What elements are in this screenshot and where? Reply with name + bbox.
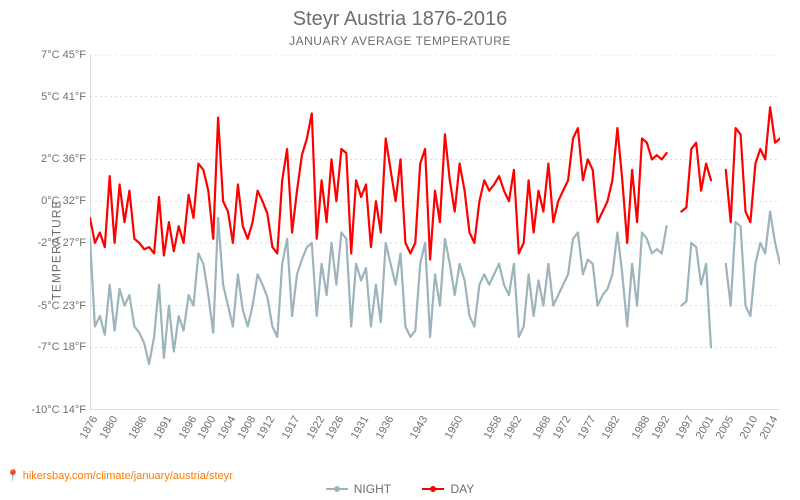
y-tick: -5°C 23°F: [0, 300, 86, 312]
legend-label-night: NIGHT: [354, 482, 391, 496]
y-tick: -2°C 27°F: [0, 237, 86, 249]
chart-subtitle: JANUARY AVERAGE TEMPERATURE: [0, 34, 800, 48]
y-tick: 5°C 41°F: [0, 91, 86, 103]
legend-swatch-night: [326, 488, 348, 490]
temperature-chart: Steyr Austria 1876-2016 JANUARY AVERAGE …: [0, 0, 800, 500]
legend: NIGHT DAY: [0, 479, 800, 496]
y-tick: -7°C 18°F: [0, 341, 86, 353]
y-tick: 0°C 32°F: [0, 195, 86, 207]
y-axis-label: TEMPERATURE: [49, 200, 63, 301]
chart-title: Steyr Austria 1876-2016: [0, 8, 800, 31]
legend-item-night: NIGHT: [326, 482, 391, 496]
legend-label-day: DAY: [450, 482, 474, 496]
y-tick: 7°C 45°F: [0, 49, 86, 61]
plot-area: [90, 55, 780, 410]
plot-svg: [90, 55, 780, 410]
legend-item-day: DAY: [422, 482, 474, 496]
y-tick: 2°C 36°F: [0, 153, 86, 165]
y-tick: -10°C 14°F: [0, 404, 86, 416]
legend-swatch-day: [422, 488, 444, 490]
